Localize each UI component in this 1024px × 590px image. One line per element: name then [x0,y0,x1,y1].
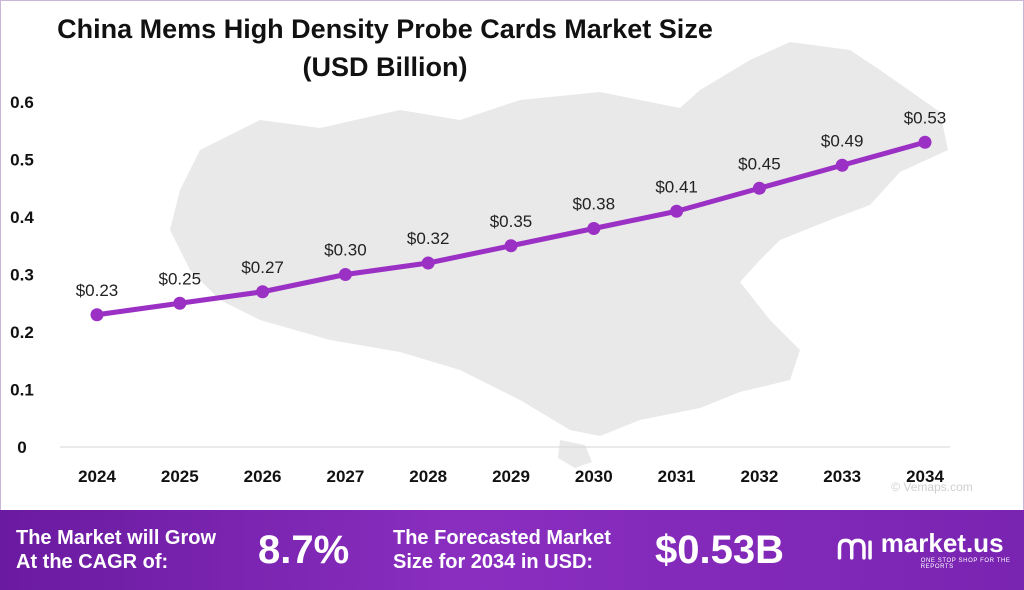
data-label: $0.53 [904,108,947,127]
data-label: $0.35 [490,212,533,231]
data-point [173,296,187,310]
brand-tagline: ONE STOP SHOP FOR THE REPORTS [920,558,1011,570]
x-tick-label: 2030 [575,467,613,486]
footer-banner: The Market will Grow At the CAGR of: 8.7… [0,510,1024,590]
x-axis-ticks: 2024 2025 2026 2027 2028 2029 2030 2031 2032 2033… [78,467,944,486]
y-tick-label: 0.5 [10,151,34,170]
x-tick-label: 2024 [78,467,116,486]
data-label: $0.38 [573,195,616,214]
y-tick-label: 0.4 [10,208,34,227]
cagr-label-line1: The Market will Grow [16,527,217,549]
data-label: $0.25 [159,269,202,288]
chart-subtitle: (USD Billion) [302,52,468,82]
x-tick-label: 2034 [906,467,944,486]
data-point [587,222,601,235]
data-label: $0.27 [241,258,284,277]
brand-logo: market.us ONE STOP SHOP FOR THE REPORTS [836,530,1024,570]
x-tick-label: 2026 [244,467,282,486]
data-label: $0.23 [76,281,119,300]
x-tick-label: 2028 [409,467,447,486]
forecast-value: $0.53B [655,528,784,572]
y-tick-label: 0.6 [10,93,34,112]
chart-title-block: China Mems High Density Probe Cards Mark… [0,10,770,86]
series-line-group [90,135,932,322]
market-us-logo-icon [837,538,872,560]
data-label: $0.32 [407,229,450,248]
chart-title: China Mems High Density Probe Cards Mark… [57,14,713,44]
x-tick-label: 2031 [658,467,696,486]
cagr-label: The Market will Grow At the CAGR of: [16,526,216,574]
map-watermark: © Vemaps.com [891,480,973,494]
data-point [752,181,766,195]
data-point [918,135,932,149]
x-tick-label: 2025 [161,467,199,486]
x-tick-label: 2033 [823,467,861,486]
x-tick-label: 2032 [740,467,778,486]
china-map-silhouette [170,42,948,436]
island-silhouette [558,440,592,468]
data-label: $0.45 [738,154,781,173]
data-point [256,285,270,299]
line-chart: © Vemaps.com 00.10.20.30.40.50.6 2024 202… [10,42,973,494]
forecast-label-line1: The Forecasted Market [393,527,611,549]
data-labels-group: $0.23 $0.25 $0.27 $0.30 $0.32 $0.35 $0.38 $0.41… [76,108,947,300]
x-tick-label: 2027 [326,467,364,486]
y-tick-label: 0.2 [10,323,34,342]
data-label: $0.49 [821,131,864,150]
y-tick-label: 0.1 [10,381,34,400]
data-point [670,204,684,218]
data-point [421,256,435,270]
data-label: $0.30 [324,241,367,260]
x-tick-label: 2029 [492,467,530,486]
data-point [338,268,352,281]
data-point [835,158,849,172]
cagr-label-line2: At the CAGR of: [16,551,169,573]
forecast-label-line2: Size for 2034 in USD: [393,551,594,573]
cagr-value: 8.7% [258,528,350,572]
data-point [90,308,104,322]
forecast-label: The Forecasted Market Size for 2034 in U… [393,526,611,574]
data-label: $0.41 [655,177,698,196]
data-point [504,239,518,253]
brand-name: market.us [880,528,1004,558]
y-tick-label: 0 [17,438,26,457]
y-axis-ticks: 0 0.1 0.2 0.3 0.4 0.5 0.6 [10,93,34,457]
y-tick-label: 0.3 [10,266,34,285]
